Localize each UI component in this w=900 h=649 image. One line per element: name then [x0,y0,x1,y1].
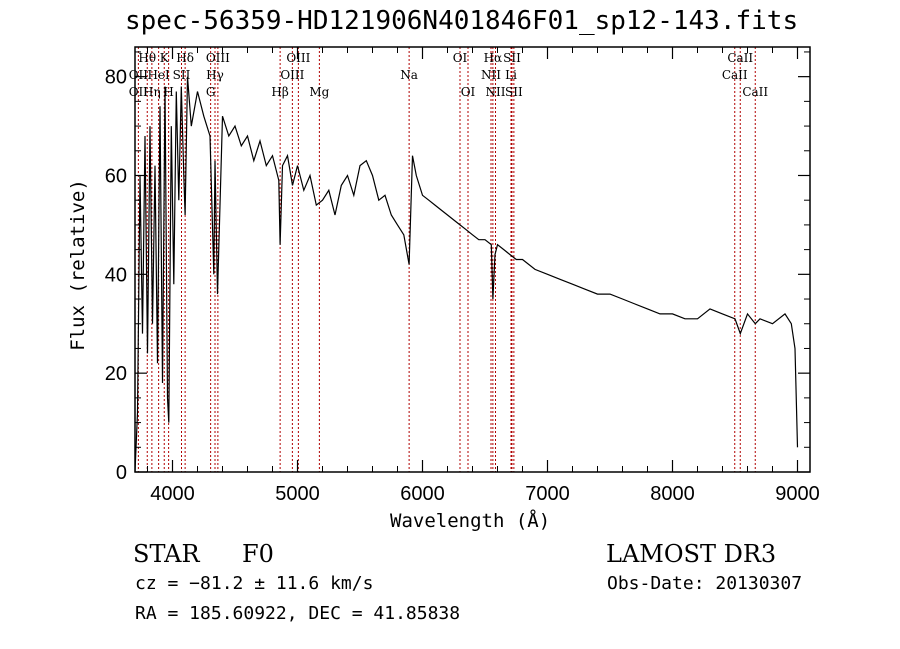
coordinates: RA = 185.60922, DEC = 41.85838 [135,603,461,624]
y-tick-label: 40 [105,264,127,286]
line-marker-label: Mg [309,85,329,99]
y-tick-label: 80 [105,67,127,89]
plot-frame [134,46,811,473]
y-tick-label: 60 [105,165,127,187]
line-marker-label: SII [173,68,191,82]
y-axis-label: Flux (relative) [67,179,89,351]
line-marker-label: SII [503,51,521,65]
x-tick-label: 4000 [150,483,195,505]
line-marker-label: OIII [286,51,310,65]
line-marker-label: Hγ [206,68,224,82]
x-tick-label: 9000 [775,483,820,505]
line-marker-label: OIII [206,51,230,65]
line-marker-label: OII [129,68,149,82]
line-marker-label: HeI [147,68,170,82]
line-marker-label: OI [461,85,476,99]
line-marker-label: CaII [727,51,753,65]
survey-name: LAMOST DR3 [606,540,777,568]
x-tick-label: 5000 [275,483,320,505]
line-marker-label: K [160,51,170,65]
line-marker-label: Hθ [138,51,156,65]
x-tick-label: 6000 [400,483,445,505]
object-class: STAR [133,540,200,568]
line-marker-label: OII [129,85,149,99]
line-marker-label: G [206,85,216,99]
line-marker-label: Hη [143,85,161,99]
line-marker-label: CaII [742,85,768,99]
line-marker-label: Li [505,68,517,82]
line-marker-label: OIII [280,68,304,82]
line-marker-label: CaII [722,68,748,82]
line-marker-labels: Hθ OII OII K HeI Hη H Hδ SII OIII Hγ G Hβ OIII OIII Mg N… [129,51,769,99]
chart-title: spec-56359-HD121906N401846F01_sp12-143.f… [125,6,799,36]
observation-date: Obs-Date: 20130307 [607,573,803,594]
line-markers [137,47,756,472]
redshift-velocity: cz = −81.2 ± 11.6 km/s [135,573,374,594]
line-marker-label: Hα [484,51,503,65]
line-marker-label: Na [400,68,418,82]
x-axis-ticks: 4000 5000 6000 7000 8000 9000 [147,47,820,505]
y-tick-label: 20 [105,363,127,385]
line-marker-label: Hδ [176,51,194,65]
x-axis-label: Wavelength (Å) [390,510,551,532]
y-axis-ticks: 0 20 40 60 80 [105,51,810,484]
line-marker-label: H [163,85,173,99]
line-marker-label: SII [505,85,523,99]
line-marker-label: Hβ [271,85,288,99]
x-tick-label: 7000 [525,483,570,505]
x-tick-label: 8000 [650,483,695,505]
object-subclass: F0 [242,540,274,568]
y-tick-label: 0 [116,462,127,484]
line-marker-label: NII [481,68,501,82]
line-marker-label: OI [453,51,468,65]
spectrum-line [134,76,799,473]
line-marker-label: NII [486,85,506,99]
